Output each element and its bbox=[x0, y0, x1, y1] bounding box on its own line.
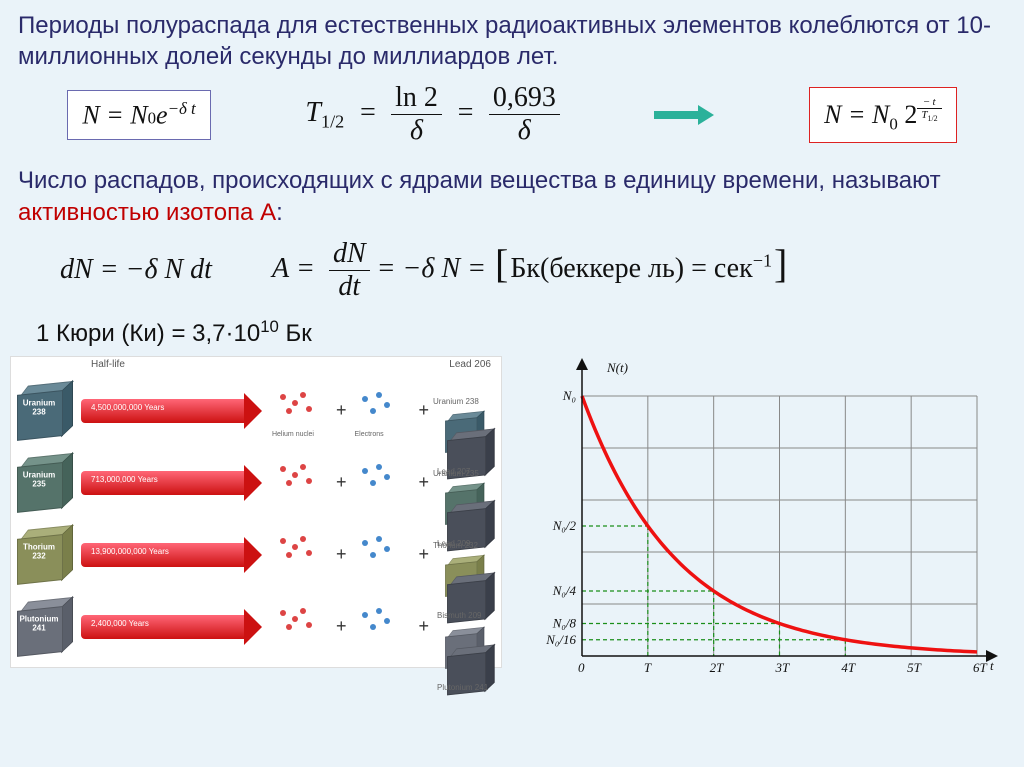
halflife-header-right: Lead 206 bbox=[449, 359, 491, 370]
activity-text-a: Число распадов, происходящих с ядрами ве… bbox=[18, 167, 941, 194]
parent-cube: Thorium 232 bbox=[17, 525, 71, 585]
svg-text:0: 0 bbox=[578, 660, 585, 675]
alpha-particles bbox=[270, 602, 330, 652]
svg-text:5T: 5T bbox=[907, 660, 922, 675]
svg-text:3T: 3T bbox=[775, 660, 791, 675]
plus-icon: + bbox=[418, 400, 429, 421]
plus-icon: + bbox=[418, 472, 429, 493]
plus-icon: + bbox=[418, 616, 429, 637]
intro-paragraph: Периоды полураспада для естественных рад… bbox=[0, 0, 1024, 72]
decay-arrow-icon: 4,500,000,000 Years bbox=[81, 393, 262, 429]
parent-cube: Plutonium 241 bbox=[17, 597, 71, 657]
parent-cube: Uranium 235 bbox=[17, 453, 71, 513]
parent-cube: Uranium 238 bbox=[17, 381, 71, 441]
plus-icon: + bbox=[336, 400, 347, 421]
decay-arrow-icon: 13,900,000,000 Years bbox=[81, 537, 262, 573]
svg-text:N₀/16: N₀/16 bbox=[545, 632, 576, 647]
halflife-row: Uranium 238 4,500,000,000 Years Helium n… bbox=[11, 375, 501, 447]
svg-text:N₀/4: N₀/4 bbox=[552, 583, 577, 598]
plus-icon: + bbox=[336, 544, 347, 565]
implies-arrow-icon bbox=[654, 108, 714, 122]
svg-text:6T: 6T bbox=[973, 660, 988, 675]
formula-activity: A = dNdt = −δ N = [Бк(беккере ль) = сек−… bbox=[272, 238, 789, 303]
plus-icon: + bbox=[336, 472, 347, 493]
svg-text:T: T bbox=[644, 660, 652, 675]
formula-decay-exponential: N = N0e−δ t bbox=[67, 90, 210, 140]
beta-particles bbox=[352, 530, 412, 580]
svg-text:N₀: N₀ bbox=[562, 388, 576, 403]
activity-term: активностью изотопа A bbox=[18, 199, 276, 226]
intro-text: Периоды полураспада для естественных рад… bbox=[18, 12, 991, 70]
halflife-diagram: Half-life Lead 206 Uranium 238 4,500,000… bbox=[10, 356, 502, 668]
formula-row-1: N = N0e−δ t T1/2 = ln 2δ = 0,693δ N = N0… bbox=[0, 72, 1024, 157]
svg-text:4T: 4T bbox=[841, 660, 856, 675]
activity-paragraph: Число распадов, происходящих с ядрами ве… bbox=[0, 157, 1024, 227]
halflife-header: Half-life Lead 206 bbox=[91, 359, 491, 370]
formula-differential: dN = −δ N dt bbox=[60, 254, 212, 286]
activity-text-c: : bbox=[276, 199, 283, 226]
bottom-area: Half-life Lead 206 Uranium 238 4,500,000… bbox=[0, 348, 1024, 676]
formula-halflife-definition: T1/2 = ln 2δ = 0,693δ bbox=[305, 82, 559, 147]
curie-definition: 1 Кюри (Ки) = 3,7·1010 Бк bbox=[0, 303, 1024, 348]
decay-graph-svg: 0 T 2T 3T 4T 5T 6T N₀ N₀/2 N₀/4 N₀/8 N₀/16 N(t) t bbox=[512, 356, 1002, 676]
halflife-row: Plutonium 241 2,400,000 Years + bbox=[11, 591, 501, 663]
plus-icon: + bbox=[336, 616, 347, 637]
halflife-row: Thorium 232 13,900,000,000 Years + bbox=[11, 519, 501, 591]
decay-arrow-icon: 2,400,000 Years bbox=[81, 609, 262, 645]
x-axis-label: t bbox=[990, 658, 994, 673]
alpha-particles: Helium nuclei bbox=[270, 386, 330, 436]
formula-decay-halflife: N = N0 2− tT1/2 bbox=[809, 87, 957, 143]
svg-text:N₀/2: N₀/2 bbox=[552, 518, 577, 533]
decay-arrow-icon: 713,000,000 Years bbox=[81, 465, 262, 501]
formula-row-2: dN = −δ N dt A = dNdt = −δ N = [Бк(бекке… bbox=[0, 228, 1024, 303]
decay-graph: 0 T 2T 3T 4T 5T 6T N₀ N₀/2 N₀/4 N₀/8 N₀/16 N(t) t bbox=[512, 356, 1002, 676]
alpha-particles bbox=[270, 458, 330, 508]
beta-particles: Electrons bbox=[352, 386, 412, 436]
svg-text:N₀/8: N₀/8 bbox=[552, 615, 577, 630]
halflife-row: Uranium 235 713,000,000 Years + bbox=[11, 447, 501, 519]
graph-title: N(t) bbox=[606, 360, 628, 375]
svg-text:2T: 2T bbox=[710, 660, 725, 675]
beta-particles bbox=[352, 458, 412, 508]
halflife-header-left: Half-life bbox=[91, 359, 125, 370]
beta-particles bbox=[352, 602, 412, 652]
alpha-particles bbox=[270, 530, 330, 580]
plus-icon: + bbox=[418, 544, 429, 565]
